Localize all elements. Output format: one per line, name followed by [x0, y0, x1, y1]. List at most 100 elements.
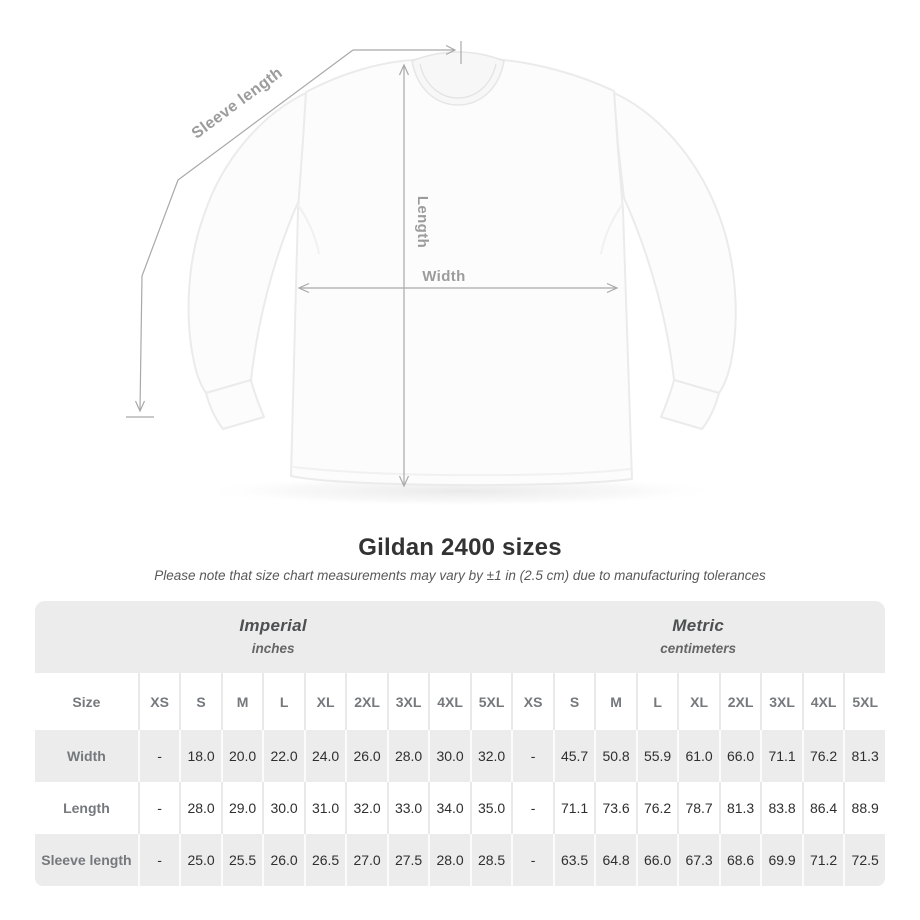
section-header-metric: Metric centimeters [511, 601, 885, 673]
size-column-xl-imperial: XL [303, 673, 346, 730]
cell-value: - [511, 834, 553, 886]
measurement-lines [126, 41, 619, 488]
cell-value: 25.5 [220, 834, 263, 886]
units-row: Imperial inches Metric centimeters [35, 601, 885, 673]
tolerance-note: Please note that size chart measurements… [154, 568, 766, 583]
cell-value: 76.2 [635, 782, 678, 834]
cell-value: 63.5 [552, 834, 595, 886]
size-column-2xl-metric: 2XL [718, 673, 761, 730]
cell-value: 34.0 [428, 782, 470, 834]
size-column-5xl-metric: 5XL [843, 673, 885, 730]
size-column-2xl-imperial: 2XL [345, 673, 387, 730]
cell-value: 71.1 [760, 730, 802, 782]
cell-value: 25.0 [179, 834, 221, 886]
cell-value: 45.7 [552, 730, 595, 782]
cell-value: 72.5 [843, 834, 885, 886]
cell-value: 24.0 [303, 730, 346, 782]
cell-value: 83.8 [760, 782, 802, 834]
table-body: Width -18.0 20.0 22.0 24.0 26.0 28.0 30.0 32.0-4… [35, 730, 885, 886]
cell-value: 69.9 [760, 834, 802, 886]
left-armpit-crease [297, 204, 320, 255]
cell-value: - [137, 730, 180, 782]
sleeve-bottom-arrowhead [134, 400, 146, 413]
cell-value: 30.0 [428, 730, 470, 782]
width-left-arrowhead [297, 282, 310, 294]
long-sleeve-shirt-illustration: Sleeve length Length Width [126, 41, 737, 507]
left-sleeve [187, 92, 307, 394]
cell-value: 88.9 [843, 782, 885, 834]
cell-value: - [511, 730, 553, 782]
row-label: Length [35, 782, 138, 834]
cell-value: 76.2 [801, 730, 844, 782]
size-column-l-imperial: L [262, 673, 304, 730]
cell-value: 18.0 [179, 730, 221, 782]
cell-value: 28.0 [386, 730, 429, 782]
length-bottom-arrowhead [398, 475, 410, 488]
cell-value: 27.5 [386, 834, 429, 886]
cell-value: 61.0 [677, 730, 719, 782]
section-name: Metric [672, 616, 725, 635]
cell-value: 86.4 [801, 782, 844, 834]
length-top-arrowhead [398, 63, 410, 76]
cell-value: 50.8 [594, 730, 636, 782]
size-column-l-metric: L [635, 673, 678, 730]
cell-value: 28.5 [469, 834, 512, 886]
cell-value: - [137, 834, 180, 886]
cell-value: 26.0 [262, 834, 304, 886]
cell-value: 78.7 [677, 782, 719, 834]
cell-value: 27.0 [345, 834, 387, 886]
table-row-width: Width -18.0 20.0 22.0 24.0 26.0 28.0 30.0 32.0-4… [35, 730, 885, 782]
size-column-s-imperial: S [179, 673, 221, 730]
cell-value: 68.6 [718, 834, 761, 886]
cell-value: 28.0 [179, 782, 221, 834]
width-right-arrowhead [606, 282, 619, 294]
cell-value: 20.0 [220, 730, 263, 782]
size-column-3xl-imperial: 3XL [386, 673, 429, 730]
cell-value: 33.0 [386, 782, 429, 834]
left-cuff [205, 379, 265, 430]
cell-value: 32.0 [469, 730, 512, 782]
cell-value: - [137, 782, 180, 834]
size-column-5xl-imperial: 5XL [469, 673, 512, 730]
size-column-xl-metric: XL [677, 673, 719, 730]
size-chart-table: Imperial inches Metric centimeters Size XS S M… [35, 601, 885, 886]
size-column-xs-metric: XS [511, 673, 553, 730]
width-label: Width [422, 268, 466, 285]
size-column-4xl-metric: 4XL [801, 673, 844, 730]
row-label: Width [35, 730, 138, 782]
size-chart: Imperial inches Metric centimeters Size XS S M… [35, 601, 885, 886]
cell-value: 81.3 [843, 730, 885, 782]
length-label: Length [414, 196, 431, 248]
cell-value: 81.3 [718, 782, 761, 834]
row-label: Sleeve length [35, 834, 138, 886]
cell-value: 26.5 [303, 834, 346, 886]
cell-value: 66.0 [718, 730, 761, 782]
cell-value: 67.3 [677, 834, 719, 886]
cell-value: 31.0 [303, 782, 346, 834]
cell-value: 22.0 [262, 730, 304, 782]
cell-value: - [511, 782, 553, 834]
collar [411, 51, 505, 106]
corner-size-label: Size [35, 673, 138, 730]
cell-value: 32.0 [345, 782, 387, 834]
cell-value: 30.0 [262, 782, 304, 834]
sleeve-diagonal-line [139, 49, 354, 411]
section-unit: inches [251, 641, 295, 656]
section-header-imperial: Imperial inches [35, 601, 512, 673]
size-column-m-imperial: M [220, 673, 263, 730]
table-row-length: Length -28.0 29.0 30.0 31.0 32.0 33.0 34.0 35.0-… [35, 782, 885, 834]
table-row-sleeve-length: Sleeve length -25.0 25.5 26.0 26.5 27.0 27.5 28… [35, 834, 885, 886]
size-column-m-metric: M [594, 673, 636, 730]
cell-value: 28.0 [428, 834, 470, 886]
cell-value: 64.8 [594, 834, 636, 886]
sizes-row: Size XS S M L XL 2XL 3XL 4XL 5XL XS S M L XL 2XL 3XL 4XL 5… [35, 673, 885, 730]
size-column-4xl-imperial: 4XL [428, 673, 470, 730]
cell-value: 55.9 [635, 730, 678, 782]
shirt-measurement-diagram: Sleeve length Length Width [126, 41, 737, 507]
hem-stitch [292, 466, 632, 477]
size-column-xs-imperial: XS [137, 673, 180, 730]
page-title: Gildan 2400 sizes [358, 534, 562, 561]
cell-value: 71.1 [552, 782, 595, 834]
size-column-3xl-metric: 3XL [760, 673, 802, 730]
right-sleeve [613, 92, 737, 394]
